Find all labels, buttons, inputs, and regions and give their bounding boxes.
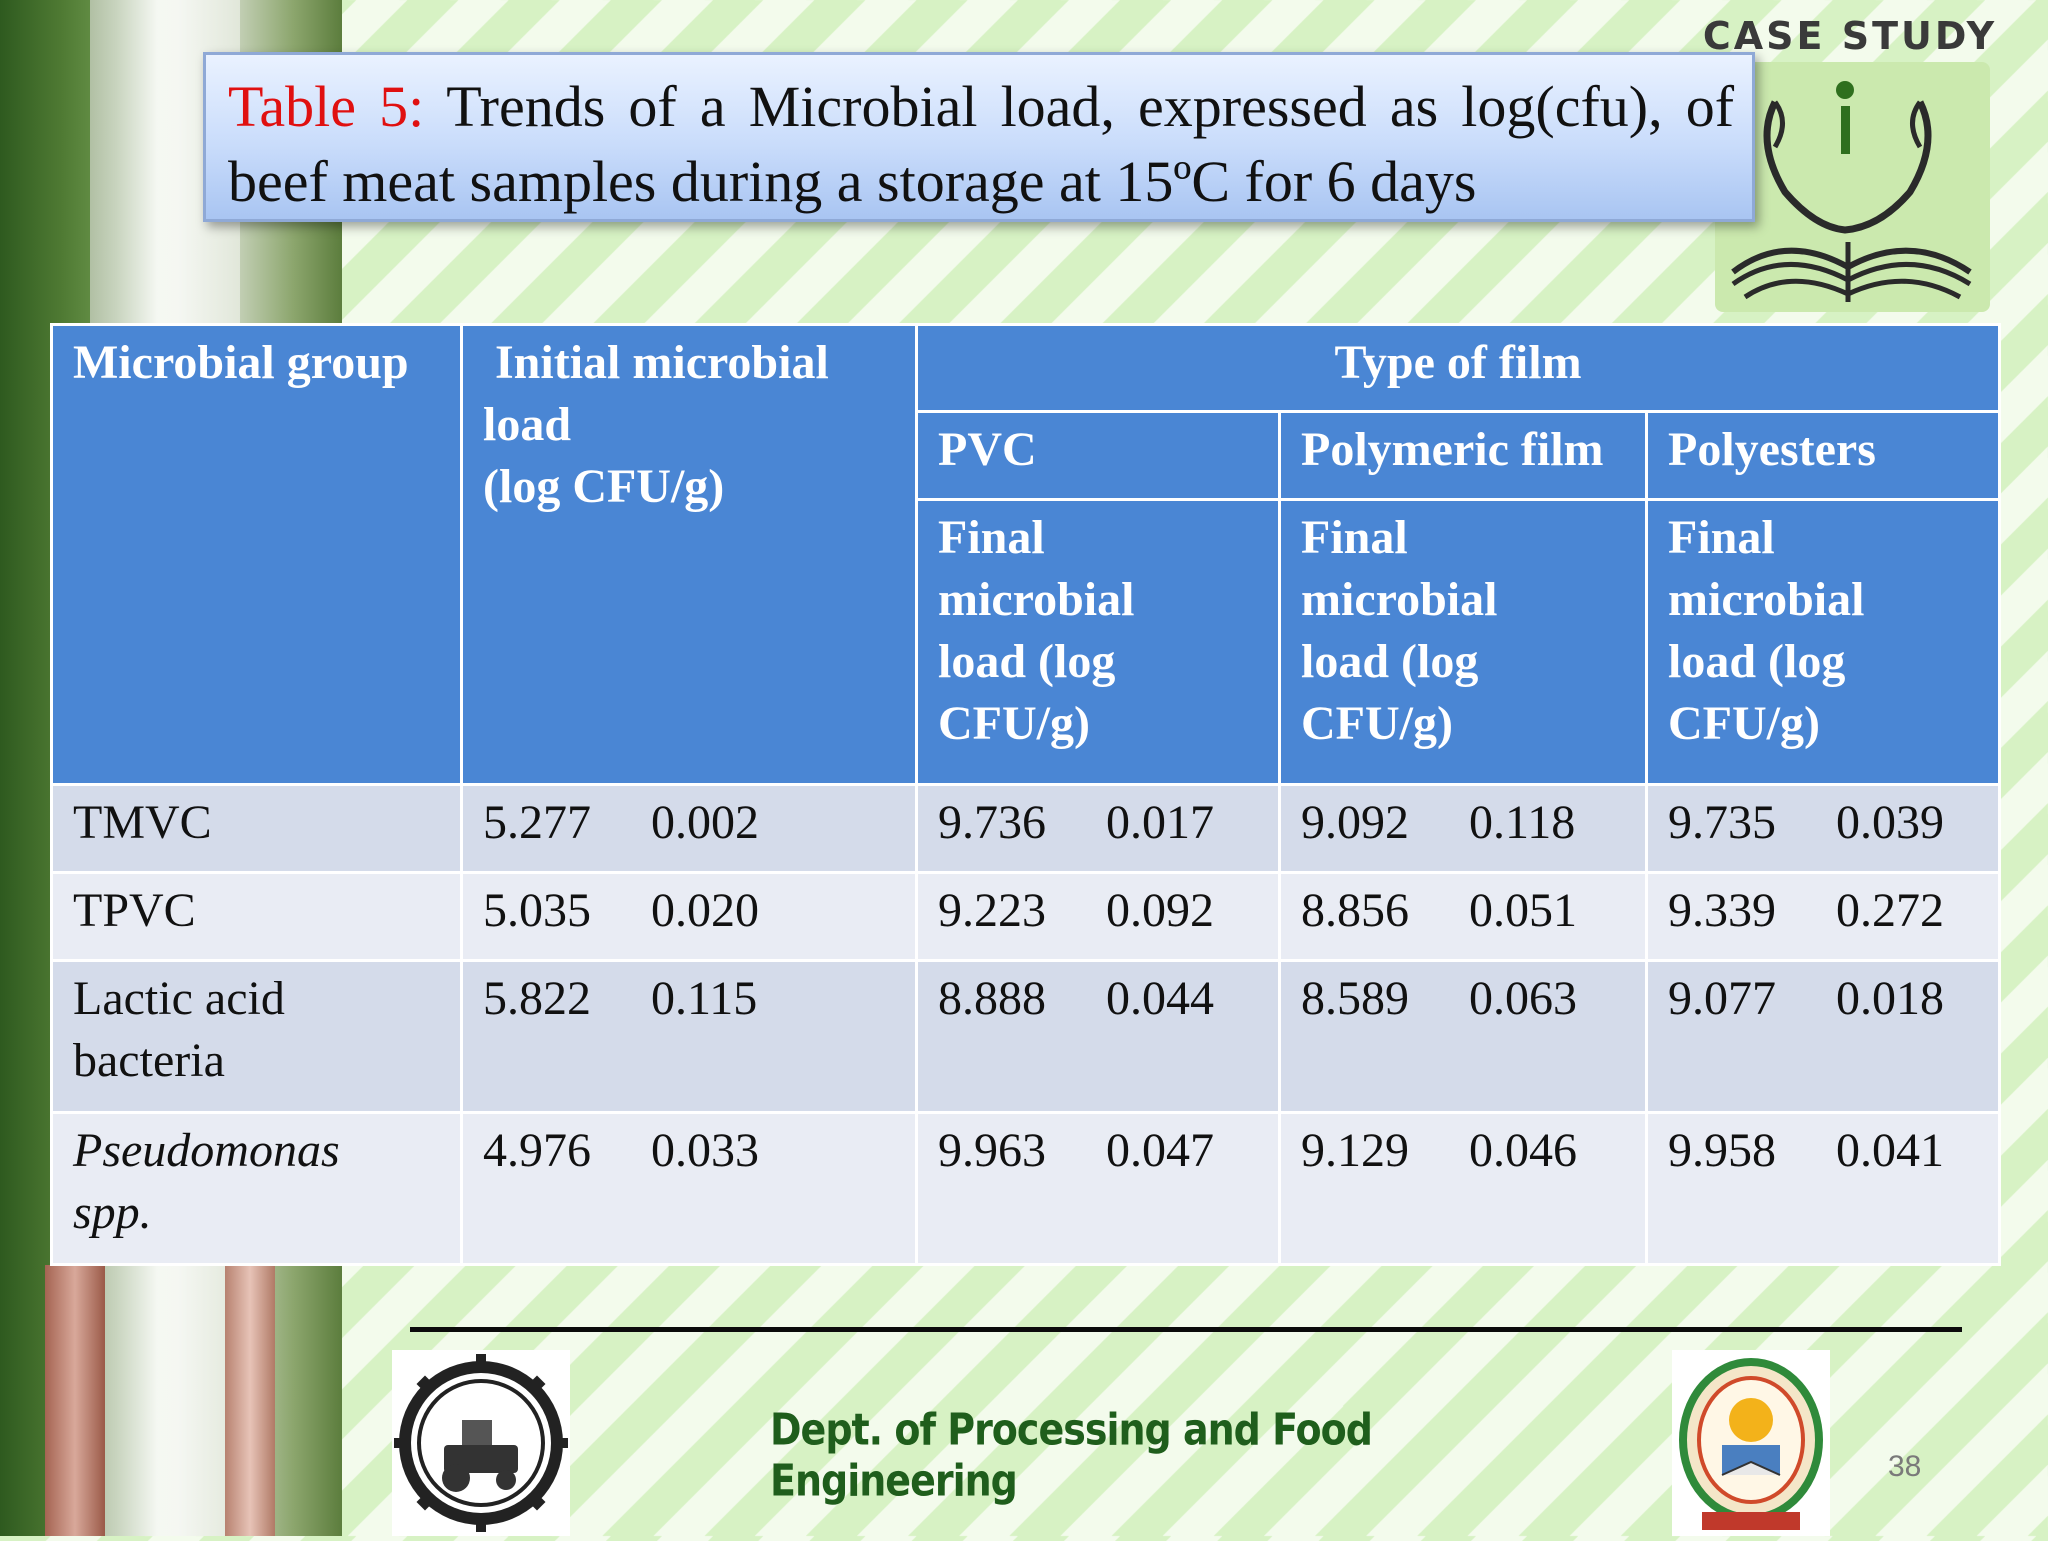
title-label: Table 5: (228, 74, 425, 139)
case-study-logo-icon (1731, 81, 1972, 302)
table-row: Pseudomonas spp. 4.976 0.033 9.963 0.047 9.… (50, 1111, 2002, 1266)
table-row: TPVC 5.035 0.020 9.223 0.092 8.856 0.051 9.… (50, 871, 2002, 962)
table-row: TMVC 5.277 0.002 9.736 0.017 9.092 0.118 9.… (50, 783, 2002, 874)
college-logo-icon (394, 1354, 568, 1532)
university-logo-icon (1679, 1358, 1823, 1530)
table-row: Lactic acid bacteria 5.822 0.115 8.888 0.04… (50, 959, 2002, 1114)
header-microbial-group: Microbial group (50, 323, 463, 786)
cell-initial-load: 5.035 0.020 (460, 871, 918, 962)
cell-polyesters-load: 9.735 0.039 (1644, 783, 2002, 874)
microbial-load-table: Microbial group Initial microbial load (… (50, 323, 2002, 1266)
page-number: 38 (1888, 1450, 1922, 1483)
college-logo (392, 1350, 570, 1536)
header-film-pvc: PVC (915, 410, 1281, 501)
cell-polyesters-load: 9.077 0.018 (1644, 959, 2002, 1114)
cell-polyesters-load: 9.958 0.041 (1644, 1111, 2002, 1266)
slide-title: Table 5: Trends of a Microbial load, exp… (203, 52, 1755, 222)
cell-polymeric-load: 8.856 0.051 (1278, 871, 1648, 962)
cell-polyesters-load: 9.339 0.272 (1644, 871, 2002, 962)
cell-microbial-group: Lactic acid bacteria (50, 959, 463, 1114)
header-final-load: Final microbial load (log CFU/g) (915, 498, 1281, 786)
cell-pvc-load: 9.736 0.017 (915, 783, 1281, 874)
department-name: Dept. of Processing and Food Engineering (770, 1404, 1373, 1506)
cell-pvc-load: 9.223 0.092 (915, 871, 1281, 962)
cell-microbial-group: TMVC (50, 783, 463, 874)
cell-initial-load: 5.277 0.002 (460, 783, 918, 874)
cell-polymeric-load: 9.092 0.118 (1278, 783, 1648, 874)
stem-decoration (225, 1265, 275, 1536)
case-study-badge: CASE STUDY (1702, 14, 1998, 58)
header-initial-load: Initial microbial load (log CFU/g) (460, 323, 918, 786)
cell-polymeric-load: 8.589 0.063 (1278, 959, 1648, 1114)
cell-microbial-group: TPVC (50, 871, 463, 962)
header-final-load: Final microbial load (log CFU/g) (1278, 498, 1648, 786)
header-film-polyesters: Polyesters (1644, 410, 2002, 501)
stem-decoration (45, 1265, 105, 1536)
cell-microbial-group: Pseudomonas spp. (50, 1111, 463, 1266)
cell-initial-load: 4.976 0.033 (460, 1111, 918, 1266)
header-film-polymeric: Polymeric film (1278, 410, 1648, 501)
cell-pvc-load: 9.963 0.047 (915, 1111, 1281, 1266)
cell-polymeric-load: 9.129 0.046 (1278, 1111, 1648, 1266)
cell-pvc-load: 8.888 0.044 (915, 959, 1281, 1114)
title-text: Trends of a Microbial load, expressed as… (228, 74, 1735, 214)
header-type-of-film: Type of film (914, 323, 2002, 413)
university-logo (1672, 1350, 1830, 1536)
header-final-load: Final microbial load (log CFU/g) (1644, 498, 2002, 786)
cell-initial-load: 5.822 0.115 (460, 959, 918, 1114)
footer-divider (410, 1327, 1962, 1332)
